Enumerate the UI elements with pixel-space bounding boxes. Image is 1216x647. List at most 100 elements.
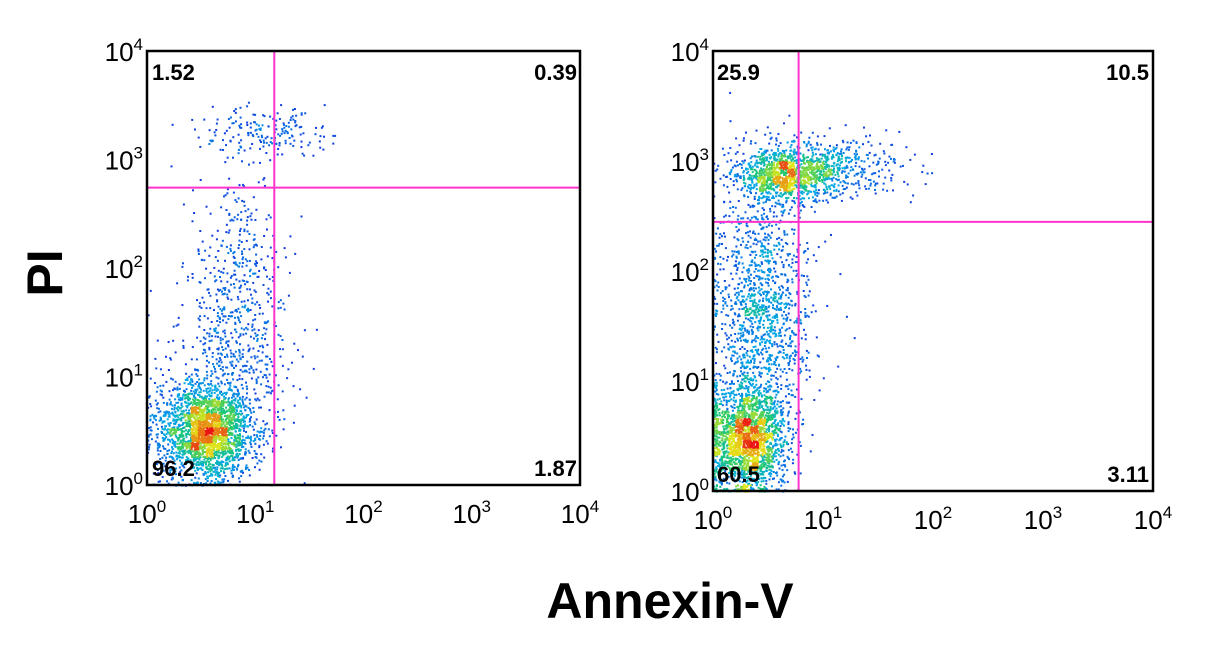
- event-dot: [174, 440, 177, 443]
- event-dot: [741, 308, 744, 310]
- event-dot: [262, 145, 265, 148]
- event-dot: [275, 434, 278, 437]
- event-dot: [775, 389, 778, 392]
- event-dot: [790, 442, 793, 445]
- event-dot: [883, 152, 886, 155]
- event-dot: [147, 448, 150, 451]
- event-dot: [252, 410, 255, 413]
- event-dot: [760, 269, 763, 272]
- event-dot: [714, 346, 717, 349]
- event-dot: [220, 280, 223, 283]
- event-dot: [782, 349, 785, 351]
- event-dot: [221, 455, 224, 458]
- event-dot: [315, 126, 317, 129]
- event-dot: [193, 409, 196, 411]
- event-dot: [782, 346, 784, 349]
- event-dot: [219, 474, 222, 477]
- event-dot: [714, 379, 717, 382]
- event-dot: [217, 377, 220, 380]
- event-dot: [188, 375, 191, 378]
- event-dot: [239, 398, 241, 401]
- event-dot: [235, 309, 238, 311]
- event-dot: [778, 308, 780, 311]
- event-dot: [239, 410, 242, 412]
- event-dot: [222, 330, 225, 333]
- event-dot: [231, 467, 234, 469]
- event-dot: [752, 326, 755, 329]
- event-dot: [237, 152, 240, 155]
- event-dot: [755, 379, 758, 382]
- event-dot: [164, 459, 167, 462]
- event-dot: [746, 329, 749, 332]
- event-dot: [805, 261, 808, 264]
- event-dot: [155, 367, 158, 370]
- event-dot: [197, 443, 200, 446]
- event-dot: [230, 402, 233, 405]
- event-dot: [216, 408, 219, 411]
- event-dot: [782, 212, 785, 214]
- event-dot: [167, 482, 170, 485]
- event-dot: [729, 324, 732, 327]
- event-dot: [197, 463, 200, 466]
- event-dot: [200, 382, 203, 385]
- event-dot: [783, 334, 786, 337]
- event-dot: [777, 302, 780, 305]
- event-dot: [211, 335, 213, 338]
- event-dot: [804, 314, 807, 317]
- event-dot: [166, 410, 169, 413]
- event-dot: [250, 218, 253, 221]
- event-dot: [187, 442, 190, 445]
- event-dot: [219, 368, 222, 370]
- event-dot: [192, 401, 195, 404]
- event-dot: [254, 263, 257, 266]
- event-dot: [763, 387, 766, 390]
- event-dot: [168, 474, 171, 476]
- event-dot: [792, 458, 795, 461]
- event-dot: [256, 337, 259, 340]
- event-dot: [750, 328, 753, 331]
- event-dot: [781, 261, 784, 264]
- event-dot: [753, 354, 756, 357]
- event-dot: [878, 170, 880, 173]
- event-dot: [185, 388, 188, 391]
- event-dot: [735, 160, 738, 163]
- event-dot: [754, 263, 757, 266]
- event-dot: [177, 455, 180, 458]
- event-dot: [788, 114, 791, 117]
- event-dot: [761, 284, 764, 287]
- event-dot: [245, 364, 248, 367]
- event-dot: [242, 421, 245, 424]
- event-dot: [240, 315, 243, 318]
- event-dot: [791, 140, 793, 143]
- event-dot: [739, 472, 742, 475]
- event-dot: [775, 215, 778, 218]
- event-dot: [248, 368, 251, 371]
- event-dot: [216, 460, 218, 463]
- event-dot: [764, 278, 767, 281]
- event-dot: [247, 299, 249, 302]
- event-dot: [232, 261, 235, 264]
- x-tick-label: 101: [236, 497, 274, 529]
- event-dot: [223, 383, 226, 386]
- event-dot: [773, 363, 776, 366]
- event-dot: [243, 230, 246, 233]
- event-dot: [163, 428, 166, 431]
- event-dot: [228, 402, 231, 405]
- event-dot: [745, 244, 748, 247]
- event-dot: [732, 477, 735, 480]
- event-dot: [181, 439, 184, 442]
- event-dot: [725, 392, 727, 395]
- plot-area: [713, 51, 1153, 491]
- event-dot: [788, 307, 791, 310]
- event-dot: [786, 480, 789, 483]
- event-dot: [842, 152, 845, 154]
- event-dot: [241, 253, 244, 255]
- event-dot: [740, 329, 743, 332]
- event-dot: [785, 319, 788, 322]
- event-dot: [213, 309, 215, 311]
- event-dot: [222, 267, 225, 270]
- event-dot: [215, 293, 218, 296]
- event-dot: [779, 288, 781, 291]
- event-dot: [222, 401, 225, 404]
- event-dot: [236, 427, 239, 430]
